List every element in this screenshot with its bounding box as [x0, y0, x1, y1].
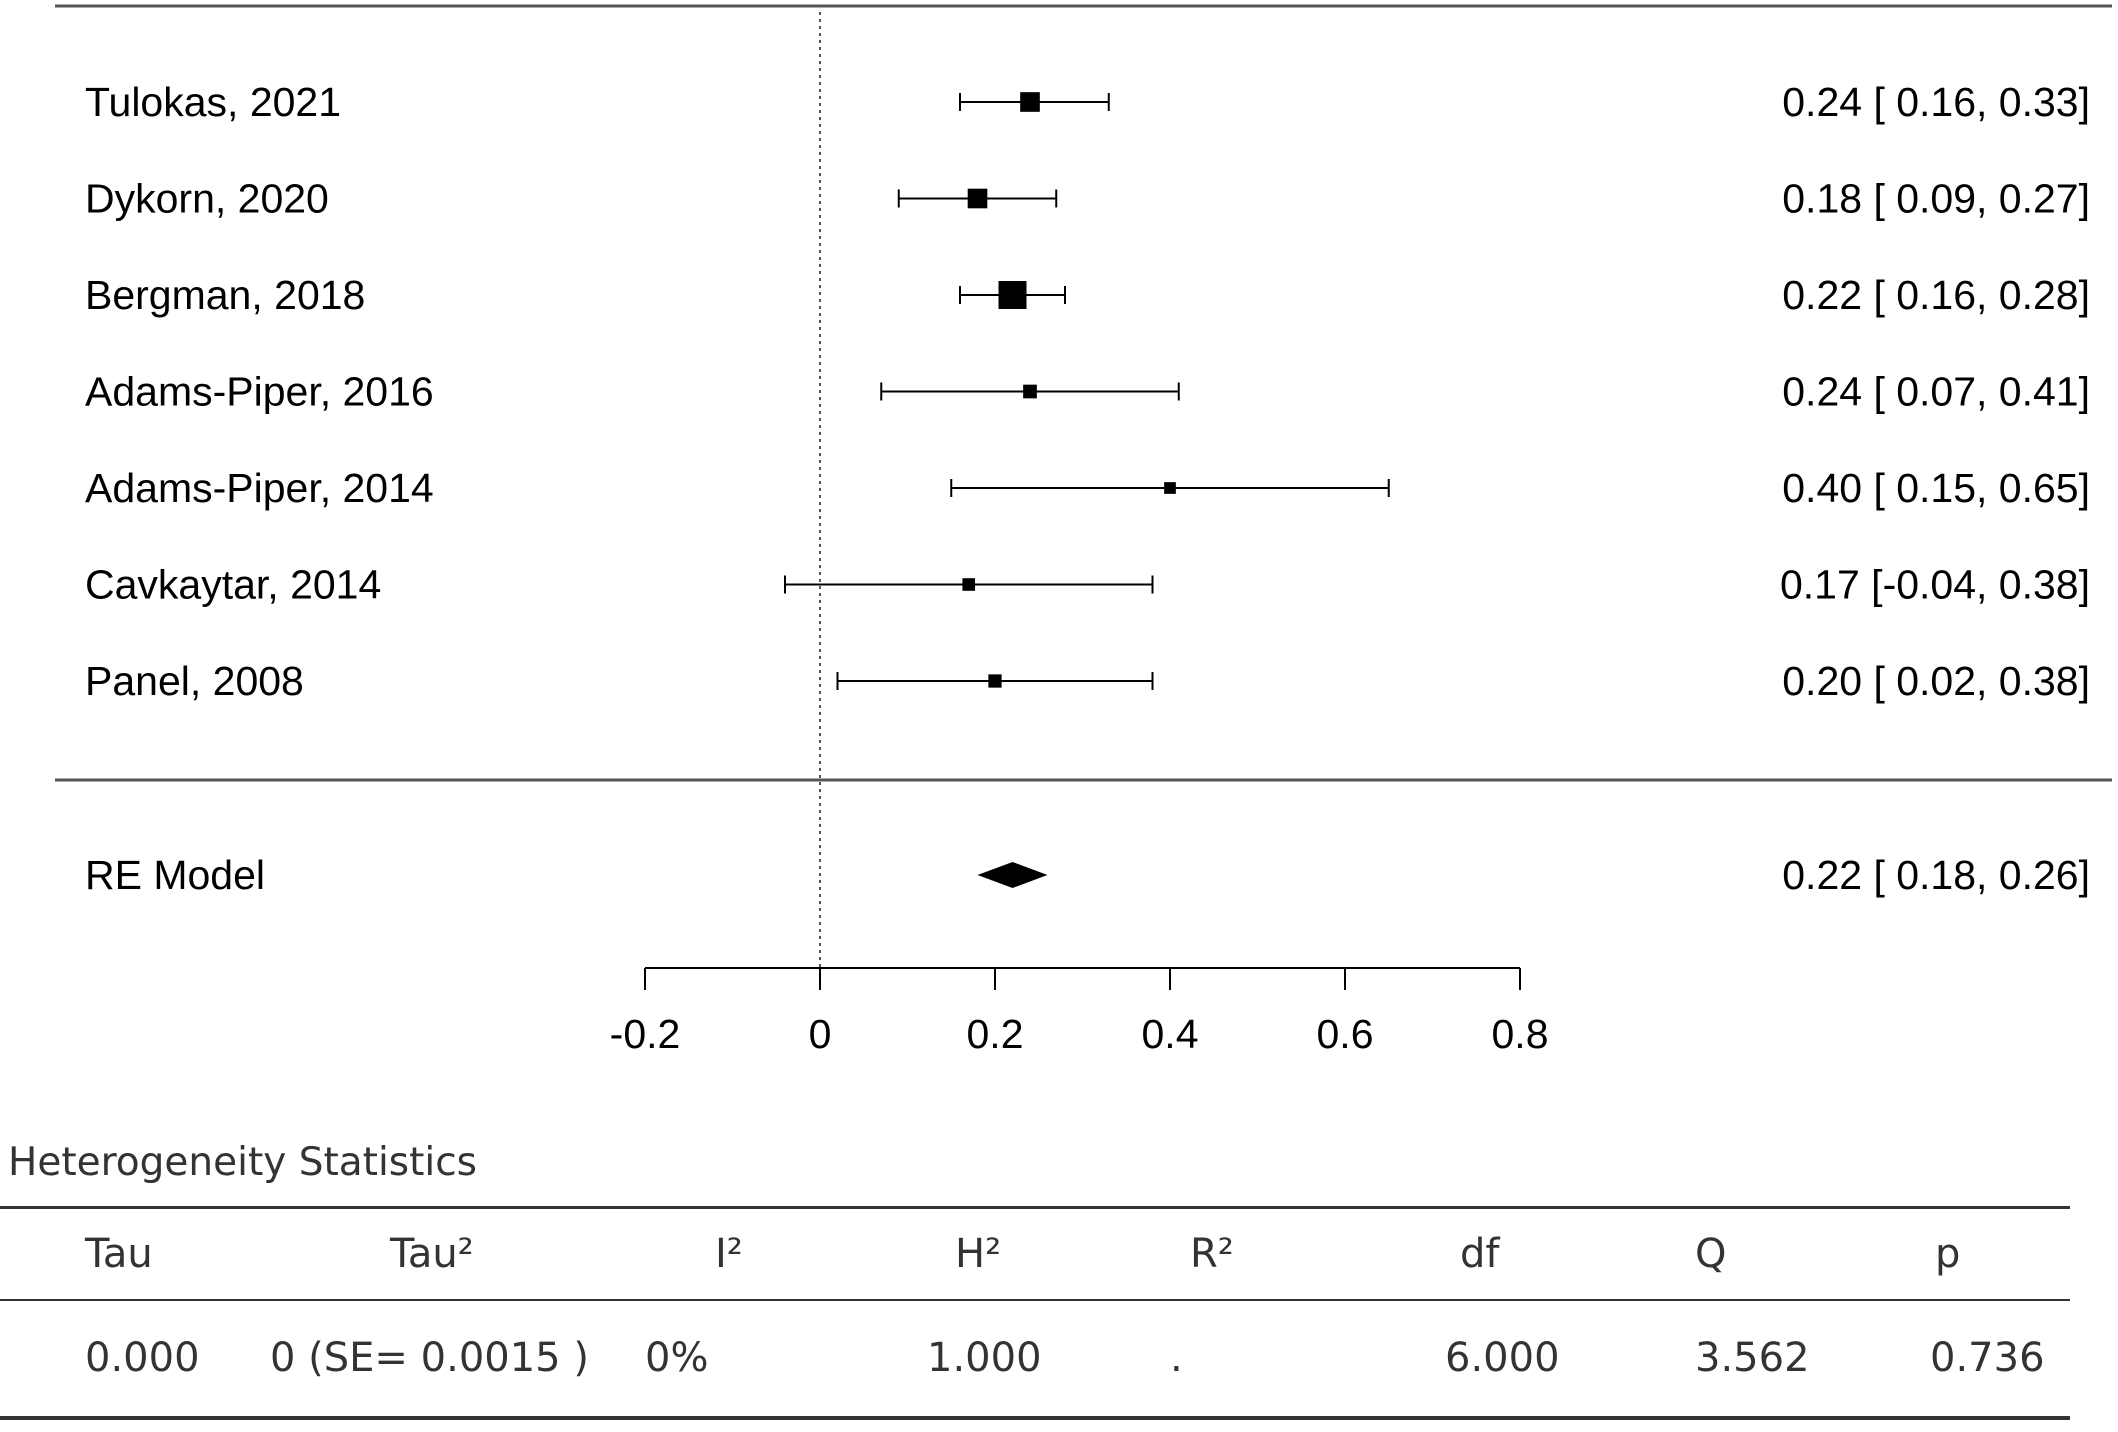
heterogeneity-title: Heterogeneity Statistics [8, 1140, 477, 1185]
summary-diamond [977, 862, 1048, 888]
cell-df: 6.000 [1445, 1335, 1560, 1381]
table-header-row: Tau Tau² I² H² R² df Q p [0, 1207, 2070, 1300]
col-header-r2: R² [1190, 1230, 1234, 1277]
study-label: Dykorn, 2020 [85, 176, 329, 222]
estimate-label: 0.18 [ 0.09, 0.27] [1782, 176, 2090, 222]
cell-i2: 0% [645, 1335, 709, 1381]
point-estimate [1023, 384, 1037, 399]
x-tick-label: 0.8 [1492, 1011, 1549, 1057]
point-estimate [988, 674, 1002, 688]
study-row: Adams-Piper, 2016 0.24 [ 0.07, 0.41] [85, 369, 2090, 415]
estimate-label: 0.24 [ 0.07, 0.41] [1782, 369, 2090, 415]
point-estimate [967, 188, 988, 209]
heterogeneity-table: Tau Tau² I² H² R² df Q p 0.000 0 (SE= 0.… [0, 1206, 2070, 1420]
col-header-i2: I² [715, 1230, 743, 1277]
study-row: Cavkaytar, 2014 0.17 [-0.04, 0.38] [85, 562, 2090, 608]
cell-tau: 0.000 [85, 1335, 200, 1381]
study-row: Adams-Piper, 2014 0.40 [ 0.15, 0.65] [85, 465, 2090, 511]
cell-tau2: 0 (SE= 0.0015 ) [270, 1335, 589, 1381]
heterogeneity-statistics: Heterogeneity Statistics Tau Tau² I² H² … [0, 1120, 2070, 1420]
table-row: 0.000 0 (SE= 0.0015 ) 0% 1.000 . 6.000 3… [0, 1300, 2070, 1418]
col-header-tau2: Tau² [390, 1230, 474, 1277]
point-estimate [1020, 92, 1040, 112]
estimate-label: 0.20 [ 0.02, 0.38] [1782, 658, 2090, 704]
cell-r2: . [1170, 1335, 1183, 1381]
col-header-p: p [1935, 1230, 1961, 1277]
study-label: Cavkaytar, 2014 [85, 562, 381, 608]
study-label: Adams-Piper, 2014 [85, 465, 434, 511]
x-tick-label: 0.4 [1142, 1011, 1199, 1057]
study-row: Tulokas, 2021 0.24 [ 0.16, 0.33] [85, 79, 2090, 125]
point-estimate [1164, 482, 1176, 494]
estimate-label: 0.22 [ 0.16, 0.28] [1782, 272, 2090, 318]
study-label: Adams-Piper, 2016 [85, 369, 434, 415]
x-tick-label: -0.2 [610, 1011, 681, 1057]
cell-q: 3.562 [1695, 1335, 1810, 1381]
estimate-label: 0.24 [ 0.16, 0.33] [1782, 79, 2090, 125]
estimate-label: 0.40 [ 0.15, 0.65] [1782, 465, 2090, 511]
summary-label: RE Model [85, 852, 265, 898]
x-tick-label: 0.6 [1317, 1011, 1374, 1057]
point-estimate [962, 578, 976, 591]
study-label: Bergman, 2018 [85, 272, 365, 318]
x-tick-label: 0 [809, 1011, 832, 1057]
summary-estimate-label: 0.22 [ 0.18, 0.26] [1782, 852, 2090, 898]
study-label: Tulokas, 2021 [85, 79, 341, 125]
cell-p: 0.736 [1930, 1335, 2045, 1381]
study-label: Panel, 2008 [85, 658, 304, 704]
study-row: Bergman, 2018 0.22 [ 0.16, 0.28] [85, 272, 2090, 318]
col-header-q: Q [1695, 1230, 1727, 1277]
col-header-h2: H² [955, 1230, 1002, 1277]
point-estimate [998, 281, 1027, 309]
forest-plot: Tulokas, 2021 0.24 [ 0.16, 0.33] Dykorn, 2… [55, 4, 2112, 1057]
cell-h2: 1.000 [927, 1335, 1042, 1381]
estimate-label: 0.17 [-0.04, 0.38] [1780, 562, 2090, 608]
col-header-df: df [1460, 1230, 1500, 1277]
study-row: Panel, 2008 0.20 [ 0.02, 0.38] [85, 658, 2090, 704]
study-row: Dykorn, 2020 0.18 [ 0.09, 0.27] [85, 176, 2090, 222]
x-tick-label: 0.2 [967, 1011, 1024, 1057]
col-header-tau: Tau [85, 1230, 153, 1277]
